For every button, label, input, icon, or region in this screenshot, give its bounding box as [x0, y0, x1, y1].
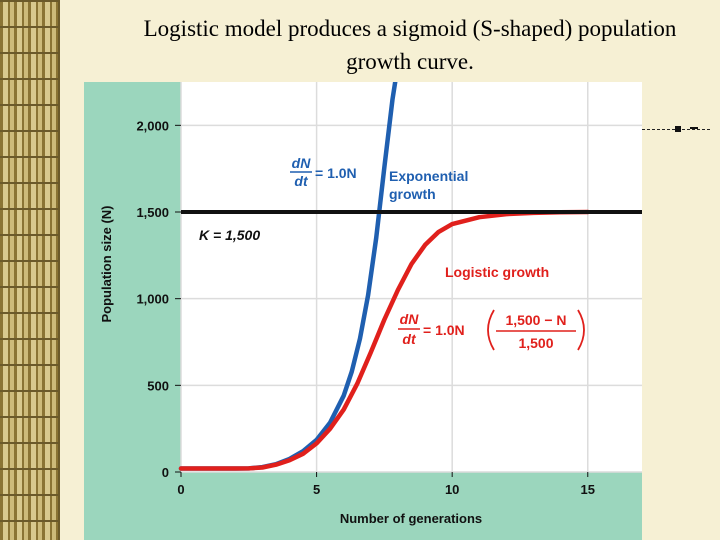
series-lines	[178, 82, 591, 471]
x-axis-label: Number of generations	[340, 511, 482, 526]
exp-label-line-2: growth	[389, 186, 436, 202]
log-eq-numerator: dN	[400, 311, 420, 327]
logistic-growth-line	[178, 209, 591, 471]
k-label: K = 1,500	[199, 227, 260, 243]
x-tick-label: 5	[313, 482, 320, 497]
plot-area	[181, 82, 642, 472]
chart-svg: 0 500 1,000 1,500 2,000 0 5 10 15 Population si…	[99, 82, 642, 526]
log-eq-mid: = 1.0N	[423, 322, 465, 338]
exponential-growth-label: Exponential growth	[389, 168, 468, 202]
exponential-equation: dN dt = 1.0N	[290, 155, 357, 189]
decorative-square	[675, 126, 681, 132]
exp-eq-denominator: dt	[294, 173, 309, 189]
log-eq-frac-denominator: 1,500	[518, 335, 553, 351]
log-eq-left-paren	[487, 309, 495, 351]
exp-eq-rhs: = 1.0N	[315, 165, 357, 181]
x-tick-label: 15	[581, 482, 595, 497]
slide-title-line-2: growth curve.	[346, 49, 474, 74]
x-tick-label: 10	[445, 482, 459, 497]
exp-eq-numerator: dN	[292, 155, 312, 171]
logistic-growth-label: Logistic growth	[445, 264, 549, 280]
exp-label-line-1: Exponential	[389, 168, 468, 184]
y-tick-label: 1,000	[136, 292, 169, 307]
log-eq-right-paren	[577, 309, 585, 351]
chart-figure: 0 500 1,000 1,500 2,000 0 5 10 15 Population si…	[84, 82, 642, 540]
y-axis-label: Population size (N)	[99, 206, 114, 323]
y-tick-labels: 0 500 1,000 1,500 2,000	[136, 118, 181, 480]
logistic-equation: dN dt = 1.0N 1,500 − N 1,500	[398, 309, 585, 351]
slide-title-line-1: Logistic model produces a sigmoid (S-sha…	[143, 16, 677, 41]
decorative-border-stripe	[0, 0, 60, 540]
x-tick-labels: 0 5 10 15	[177, 472, 595, 497]
x-tick-label: 0	[177, 482, 184, 497]
log-eq-denominator: dt	[402, 331, 417, 347]
decorative-tick	[690, 127, 698, 129]
y-axis-label-text: Population size (N)	[99, 206, 114, 323]
y-tick-label: 2,000	[136, 118, 169, 133]
y-tick-label: 1,500	[136, 205, 169, 220]
grid-lines	[180, 82, 642, 473]
slide-title: Logistic model produces a sigmoid (S-sha…	[100, 12, 720, 78]
log-eq-frac-numerator: 1,500 − N	[505, 312, 566, 328]
y-tick-label: 500	[147, 378, 169, 393]
y-tick-label: 0	[162, 465, 169, 480]
